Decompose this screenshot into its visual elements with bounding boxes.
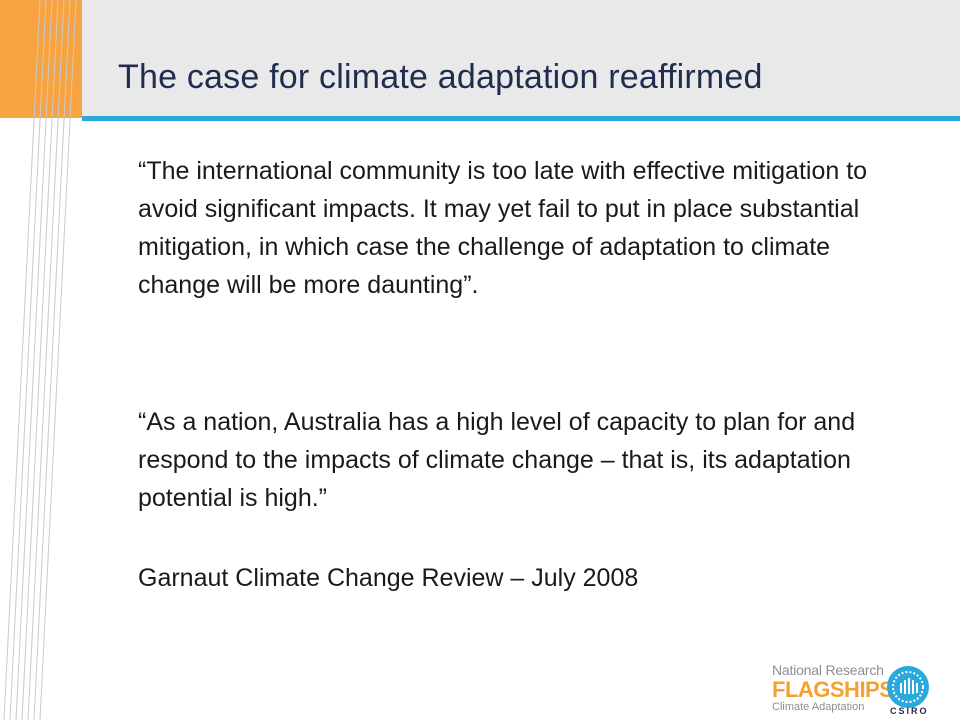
quote-mitigation: “The international community is too late… [138, 157, 868, 299]
csiro-wordmark: CSIRO [890, 706, 929, 716]
logo-flagships: FLAGSHIPS [772, 677, 894, 702]
title-underline-rule [82, 116, 960, 121]
header-band [0, 0, 960, 118]
csiro-logo-icon [887, 666, 929, 708]
logo-national-research: National Research [772, 662, 884, 678]
flagships-logo: National Research FLAGSHIPS Climate Adap… [772, 662, 932, 718]
decorative-stripes [3, 0, 77, 720]
slide-title: The case for climate adaptation reaffirm… [118, 58, 763, 96]
quote-australia-capacity: “As a nation, Australia has a high level… [138, 408, 856, 512]
logo-climate-adaptation: Climate Adaptation [772, 701, 865, 713]
quote-citation: Garnaut Climate Change Review – July 200… [138, 564, 639, 592]
